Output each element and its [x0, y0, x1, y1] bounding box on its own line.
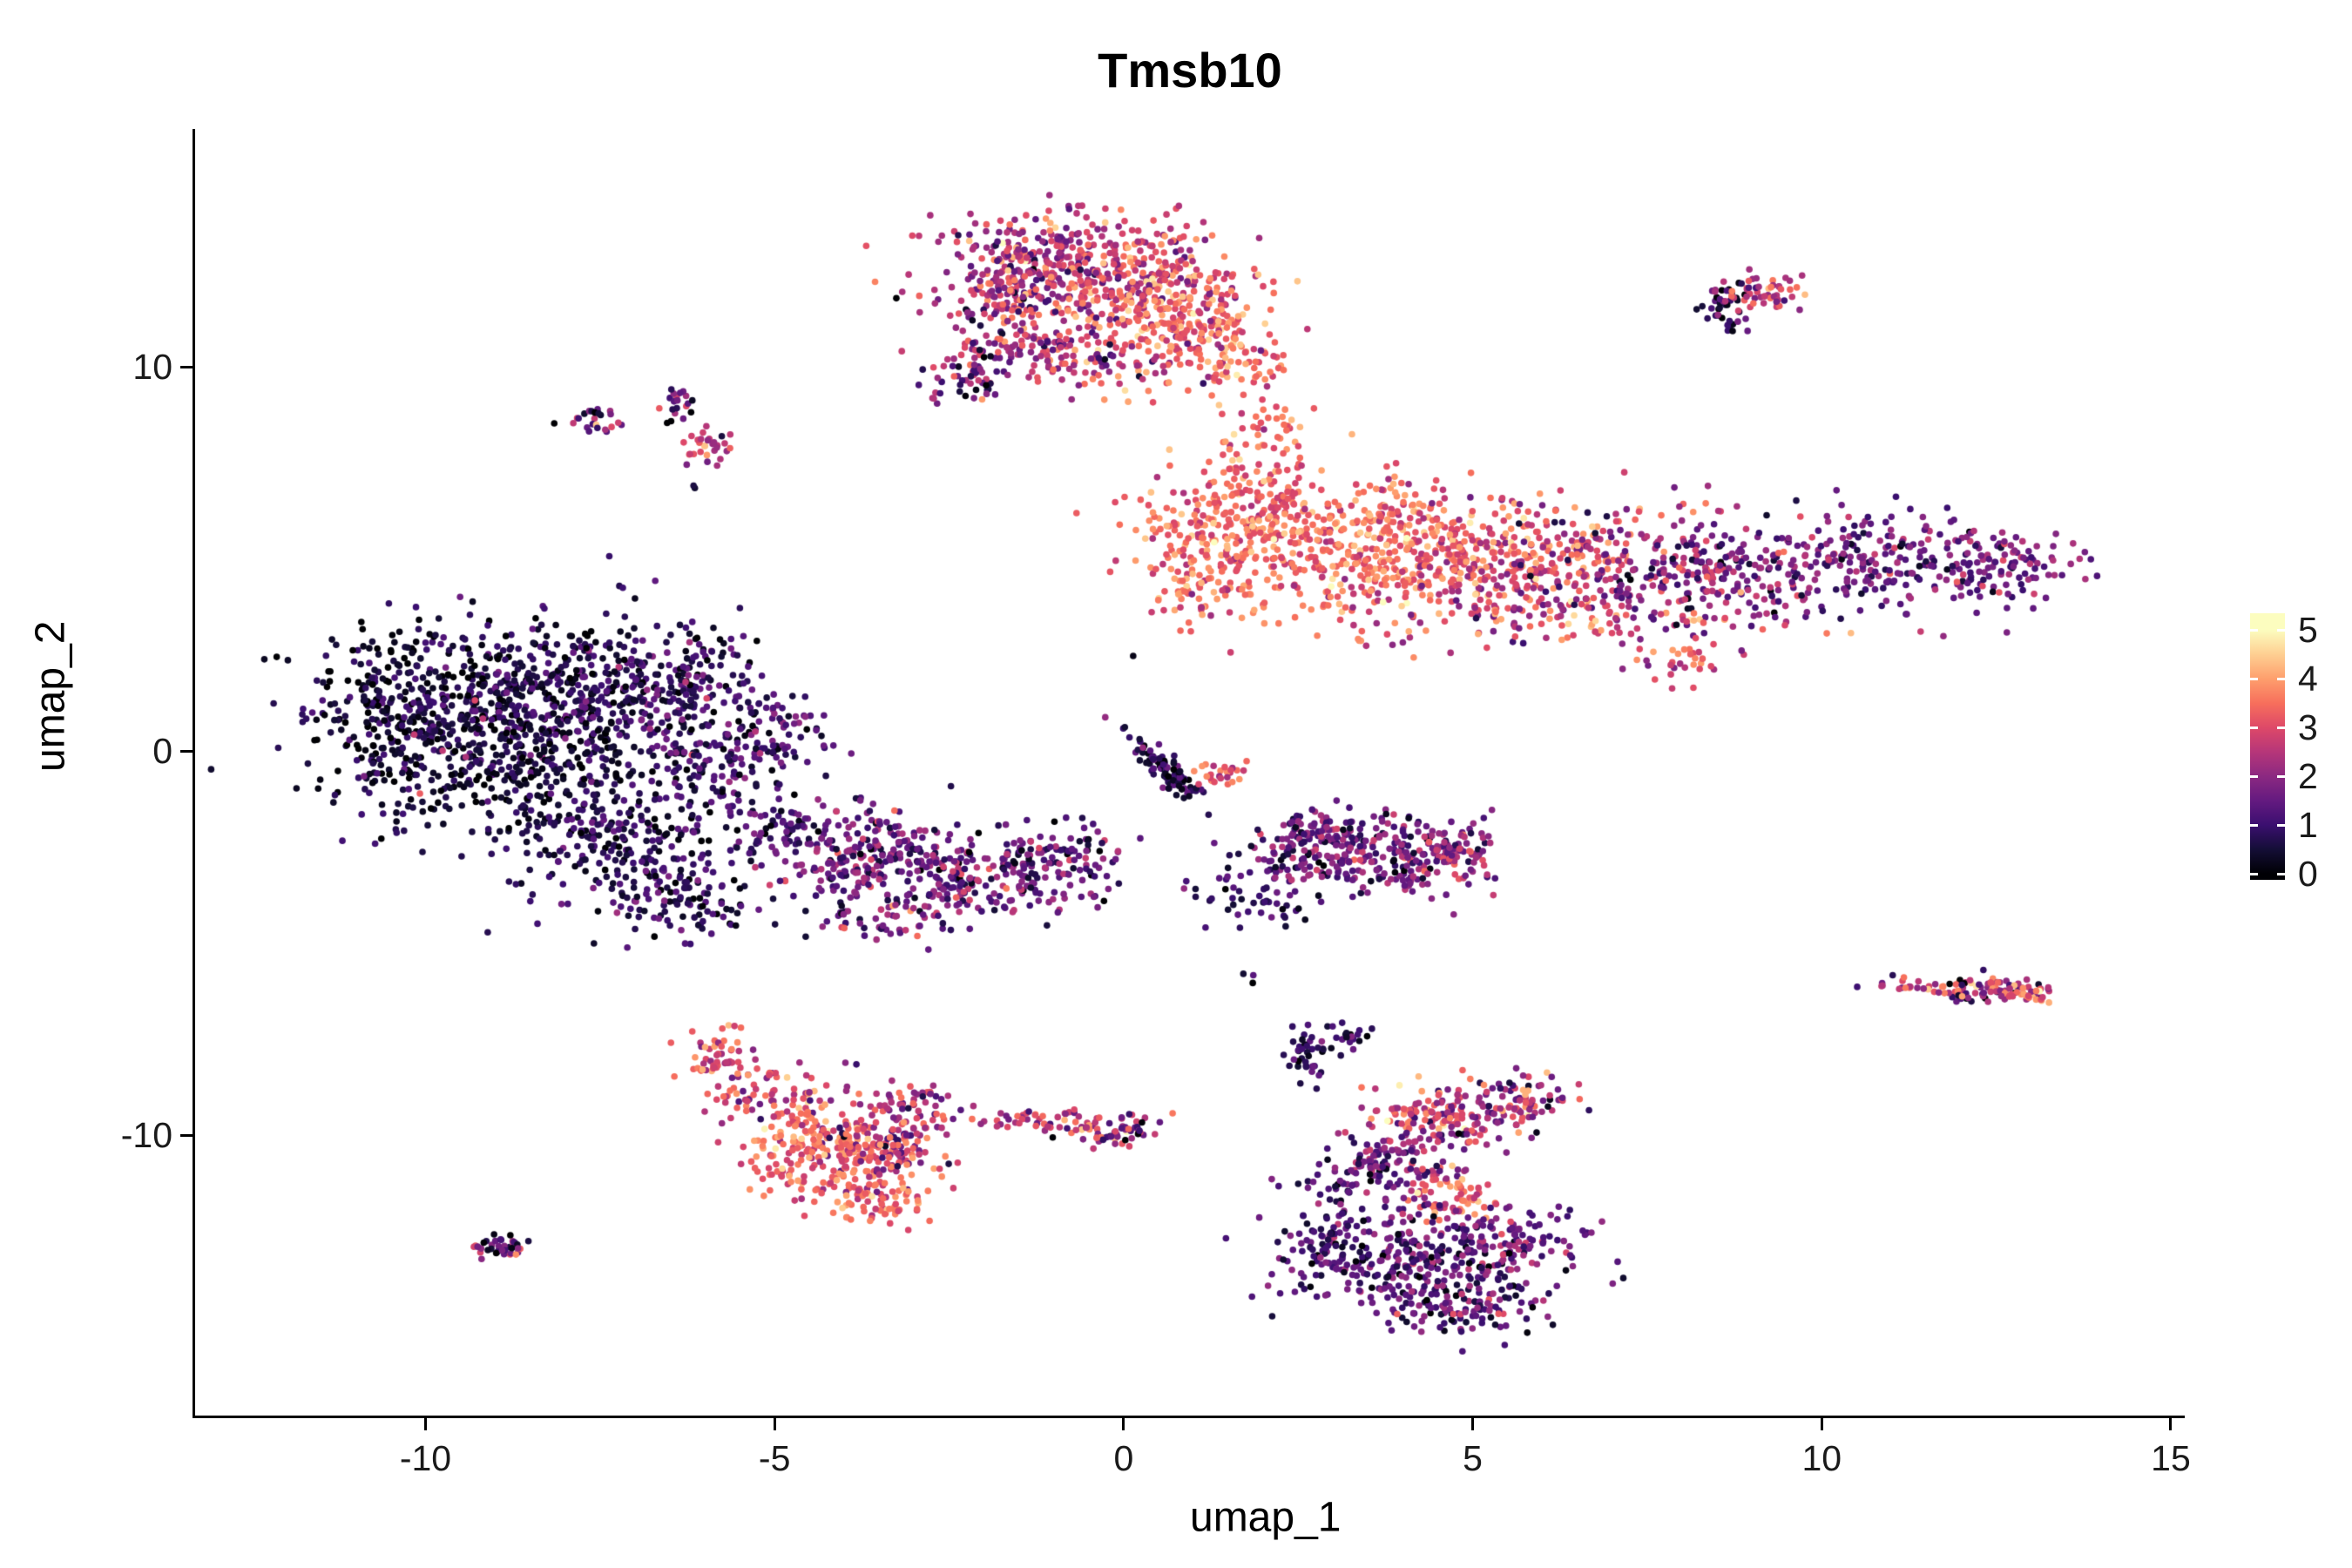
- x-tick-label: 10: [1801, 1438, 1842, 1478]
- colorbar-tick: [2277, 823, 2285, 827]
- colorbar-tick: [2250, 726, 2258, 729]
- colorbar-tick: [2277, 677, 2285, 680]
- colorbar-tick: [2250, 628, 2258, 632]
- x-tick-mark: [2169, 1418, 2173, 1430]
- x-tick-label: 15: [2151, 1438, 2191, 1478]
- y-tick-label: 10: [132, 347, 172, 388]
- legend-tick-label: 5: [2298, 610, 2318, 650]
- x-tick-label: -5: [758, 1438, 791, 1478]
- plot-panel: [193, 129, 2185, 1418]
- y-tick-mark: [180, 365, 193, 368]
- colorbar-tick: [2277, 872, 2285, 875]
- colorbar-tick: [2250, 823, 2258, 827]
- colorbar-tick: [2277, 726, 2285, 729]
- x-tick-mark: [1122, 1418, 1125, 1430]
- colorbar-tick: [2250, 677, 2258, 680]
- colorbar-tick: [2250, 872, 2258, 875]
- colorbar-tick: [2277, 774, 2285, 778]
- x-tick-label: 5: [1463, 1438, 1483, 1478]
- legend-tick-label: 0: [2298, 854, 2318, 894]
- colorbar: [2250, 613, 2285, 880]
- legend-tick-label: 3: [2298, 707, 2318, 747]
- colorbar-tick: [2277, 628, 2285, 632]
- x-tick-label: -10: [399, 1438, 452, 1478]
- plot-title: Tmsb10: [1098, 43, 1282, 98]
- legend-tick-label: 1: [2298, 805, 2318, 845]
- y-tick-mark: [180, 749, 193, 753]
- x-tick-mark: [423, 1418, 427, 1430]
- colorbar-tick: [2250, 774, 2258, 778]
- y-tick-label: 0: [152, 731, 172, 772]
- x-tick-mark: [1471, 1418, 1475, 1430]
- y-tick-mark: [180, 1133, 193, 1137]
- x-tick-label: 0: [1113, 1438, 1134, 1478]
- legend-tick-label: 4: [2298, 659, 2318, 699]
- x-tick-mark: [1820, 1418, 1823, 1430]
- legend-tick-label: 2: [2298, 756, 2318, 796]
- umap-scatter-canvas: [195, 129, 2185, 1416]
- y-tick-label: -10: [120, 1115, 172, 1156]
- x-tick-mark: [773, 1418, 776, 1430]
